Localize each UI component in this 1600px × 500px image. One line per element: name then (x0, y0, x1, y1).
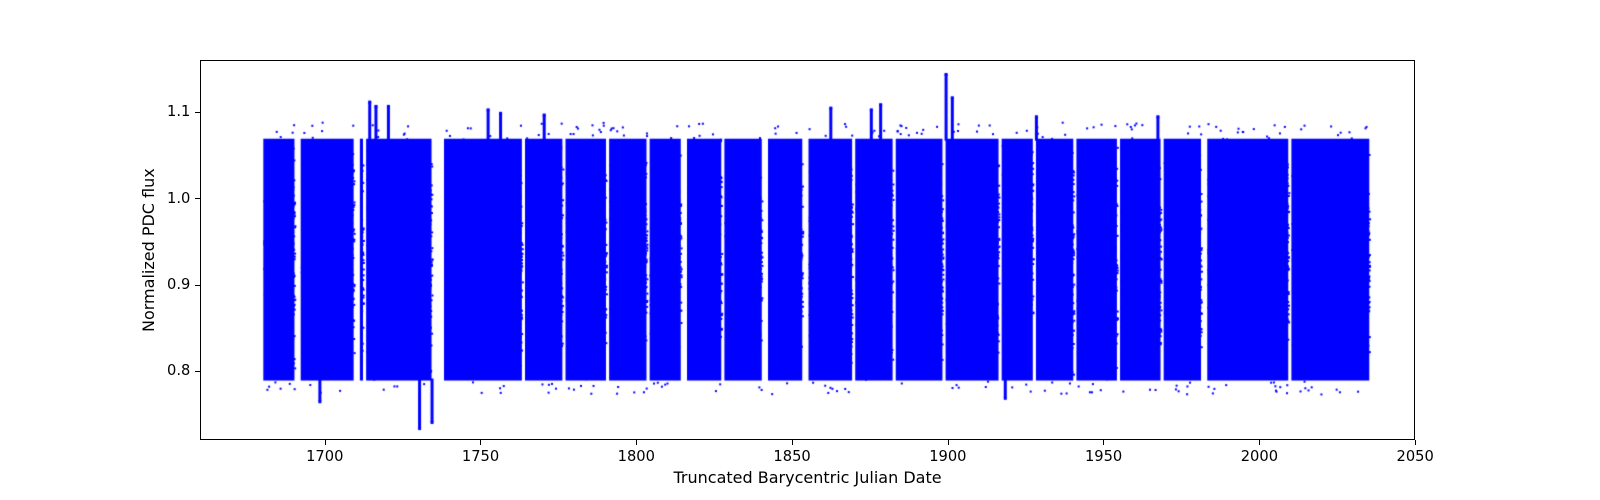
x-tick-mark (948, 440, 949, 445)
y-axis-label: Normalized PDC flux (139, 168, 158, 332)
x-tick-mark (1103, 440, 1104, 445)
y-tick-mark (195, 371, 200, 372)
plot-axes (200, 60, 1415, 440)
x-tick-mark (1259, 440, 1260, 445)
lightcurve-canvas (201, 61, 1415, 440)
x-tick-mark (480, 440, 481, 445)
x-tick-label: 1700 (306, 448, 343, 465)
y-tick-mark (195, 198, 200, 199)
x-tick-mark (325, 440, 326, 445)
x-tick-label: 2000 (1241, 448, 1278, 465)
x-tick-label: 1800 (618, 448, 655, 465)
x-tick-label: 1950 (1085, 448, 1122, 465)
figure: Normalized PDC flux Truncated Barycentri… (0, 0, 1600, 500)
y-tick-mark (195, 285, 200, 286)
y-tick-mark (195, 112, 200, 113)
y-tick-label: 0.8 (167, 362, 190, 379)
x-tick-mark (636, 440, 637, 445)
x-axis-label: Truncated Barycentric Julian Date (674, 468, 942, 487)
x-tick-label: 2050 (1397, 448, 1434, 465)
x-tick-mark (1415, 440, 1416, 445)
x-tick-label: 1850 (773, 448, 810, 465)
y-tick-label: 0.9 (167, 276, 190, 293)
x-tick-label: 1750 (462, 448, 499, 465)
x-tick-label: 1900 (929, 448, 966, 465)
y-tick-label: 1.0 (167, 190, 190, 207)
x-tick-mark (792, 440, 793, 445)
y-tick-label: 1.1 (167, 103, 190, 120)
